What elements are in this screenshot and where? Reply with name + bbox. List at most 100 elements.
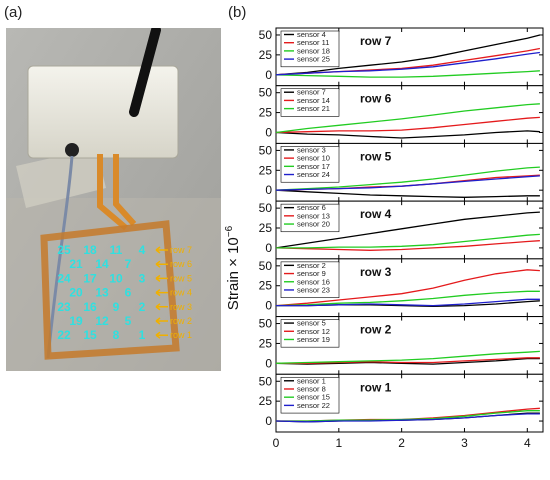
subplot-title: row 3	[360, 265, 392, 279]
y-tick-label: 0	[265, 299, 272, 313]
legend-box	[280, 203, 340, 233]
legend-box	[280, 30, 340, 68]
series-line	[276, 233, 540, 249]
y-tick-label: 50	[259, 28, 273, 42]
legend-entry: sensor 5	[297, 319, 326, 328]
sensor-number: 3	[139, 271, 146, 285]
sensor-number: 7	[125, 257, 132, 271]
legend-box	[280, 146, 340, 183]
sensor-number: 8	[113, 328, 120, 342]
y-tick-label: 50	[259, 143, 273, 157]
y-tick-label: 0	[265, 356, 272, 370]
subplot-title: row 6	[360, 92, 392, 106]
legend-entry: sensor 22	[297, 401, 330, 410]
sensor-number: 4	[139, 243, 146, 257]
legend-entry: sensor 11	[297, 38, 329, 47]
legend-box	[280, 376, 340, 414]
sensor-number: 6	[125, 286, 132, 300]
legend-entry: sensor 4	[297, 30, 326, 39]
series-line	[276, 357, 540, 364]
series-line	[275, 116, 540, 134]
series-line	[275, 166, 540, 191]
y-axis-title-exponent: −6	[224, 225, 235, 237]
sensor-number: 12	[95, 314, 109, 328]
series-line	[275, 357, 540, 365]
legend-entry: sensor 3	[297, 145, 326, 154]
legend-entry: sensor 2	[297, 261, 326, 270]
series-line	[276, 410, 540, 422]
y-tick-label: 50	[259, 86, 273, 100]
sensor-number: 21	[69, 257, 83, 271]
legend-entry: sensor 10	[297, 154, 330, 163]
y-tick-label: 50	[259, 201, 273, 215]
series-line	[275, 189, 540, 198]
row-arrow-icon	[155, 260, 168, 268]
legend-entry: sensor 12	[297, 327, 330, 336]
y-axis-title-text: Strain × 10	[225, 237, 242, 310]
legend-entry: sensor 7	[297, 88, 326, 97]
sensor-number: 13	[95, 286, 109, 300]
legend-entry: sensor 19	[297, 335, 330, 344]
row-markers: row 7 row 6 row 5 row 4 row 3 row 2 row 1	[155, 245, 192, 340]
legend-entry: sensor 9	[297, 269, 326, 278]
y-tick-label: 25	[259, 394, 273, 408]
series-line	[275, 269, 540, 307]
y-tick-label: 25	[259, 48, 273, 62]
y-tick-label: 25	[259, 106, 273, 120]
legend-entry: sensor 20	[297, 220, 330, 229]
sensor-sheet	[40, 220, 180, 360]
row-arrow-icon	[155, 289, 168, 297]
flex-ribbon-left	[97, 154, 128, 231]
series-line	[275, 70, 540, 78]
panel-b-label: (b)	[228, 4, 247, 21]
legend-entry: sensor 8	[297, 384, 326, 393]
box-shadow	[16, 148, 106, 208]
y-tick-label: 25	[259, 279, 273, 293]
row-label: row 6	[170, 259, 192, 269]
legend-entry: sensor 21	[297, 104, 330, 113]
sensor-number: 17	[83, 271, 97, 285]
legend-box	[280, 88, 340, 117]
sensor-number: 18	[83, 243, 97, 257]
series-line	[275, 130, 540, 139]
x-tick-label: 3	[461, 436, 468, 450]
sensor-number: 14	[95, 257, 109, 271]
legend-entry: sensor 16	[297, 277, 330, 286]
sensor-number: 5	[125, 314, 132, 328]
y-tick-label: 0	[265, 183, 272, 197]
legend-entry: sensor 23	[297, 285, 330, 294]
legend-box	[280, 319, 340, 348]
subplot-title: row 1	[360, 380, 392, 394]
series-line	[275, 350, 540, 364]
row-arrow-icon	[155, 274, 168, 282]
series-line	[275, 103, 540, 134]
series-line	[275, 34, 541, 76]
x-tick-label: 2	[398, 436, 405, 450]
row-arrow-icon	[155, 317, 168, 325]
y-tick-label: 0	[265, 414, 272, 428]
sensor-number: 1	[139, 328, 146, 342]
sensor-number: 24	[57, 271, 71, 285]
antenna	[129, 28, 161, 117]
row-label: row 4	[170, 288, 192, 298]
series-line	[275, 290, 540, 307]
series-line	[275, 175, 540, 191]
subplot-title: row 2	[360, 323, 392, 337]
series-line	[275, 413, 540, 423]
row-arrow-icon	[155, 246, 168, 254]
sensor-markers: 25 18 11 4 21 14 7 24 17 10 3 20 13 6 23 16 9 2 19 12 5 22 15 8…	[57, 243, 145, 342]
y-tick-label: 50	[259, 317, 273, 331]
y-tick-label: 0	[265, 241, 272, 255]
legend-entry: sensor 13	[297, 211, 330, 220]
row-label: row 2	[170, 316, 192, 326]
series-line	[275, 240, 540, 251]
series-line	[276, 298, 540, 307]
y-tick-label: 50	[259, 259, 273, 273]
sensor-number: 19	[69, 314, 83, 328]
sensor-number: 20	[69, 286, 83, 300]
